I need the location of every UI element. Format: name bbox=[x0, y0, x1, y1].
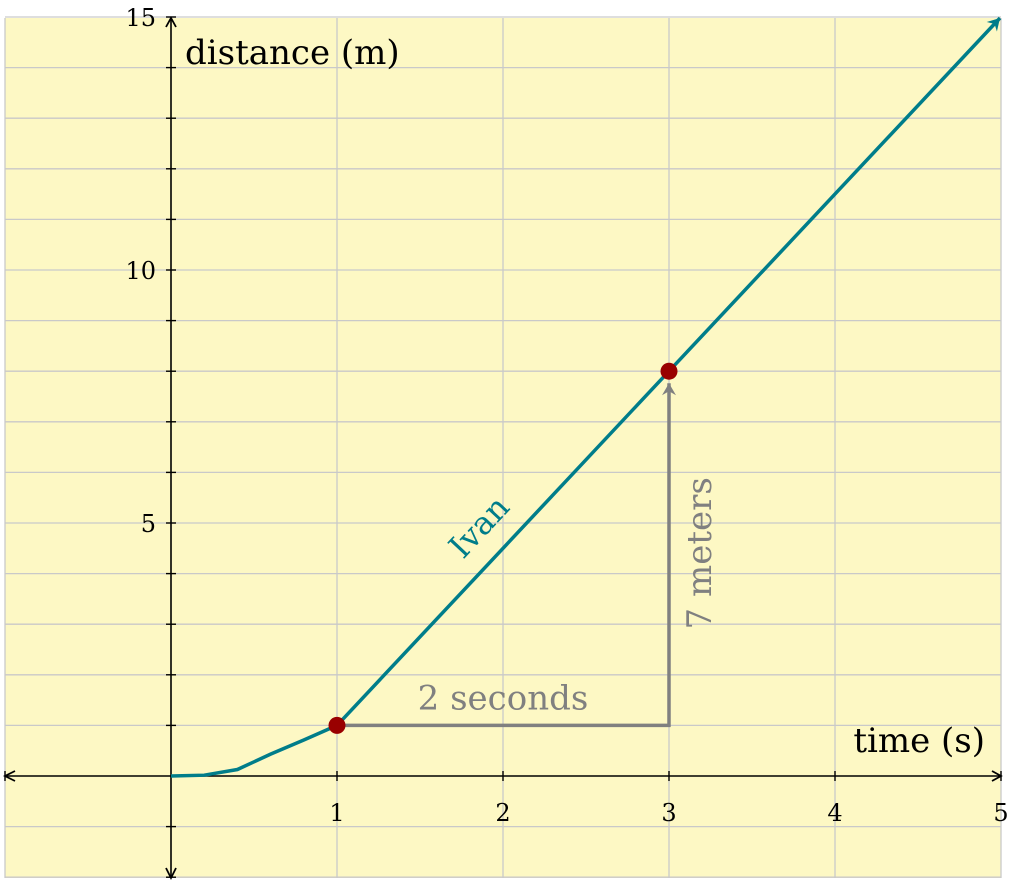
data-point bbox=[328, 716, 346, 734]
x-tick-label: 4 bbox=[827, 799, 842, 827]
y-tick-label: 15 bbox=[125, 4, 156, 32]
y-tick-label: 5 bbox=[141, 510, 156, 538]
y-axis-bottom-arrow bbox=[165, 867, 177, 881]
x-tick-label: 1 bbox=[329, 799, 344, 827]
data-point bbox=[660, 362, 678, 380]
y-axis-title: distance (m) bbox=[185, 33, 400, 73]
x-tick-label: 5 bbox=[993, 799, 1008, 827]
run-label: 2 seconds bbox=[418, 678, 589, 718]
axis-ticks bbox=[4, 16, 1002, 878]
x-tick-label: 2 bbox=[495, 799, 510, 827]
rise-label: 7 meters bbox=[680, 477, 720, 629]
x-tick-label: 3 bbox=[661, 799, 676, 827]
series-ivan-curve bbox=[170, 723, 338, 778]
x-axis-title: time (s) bbox=[853, 721, 985, 761]
y-tick-label: 10 bbox=[125, 257, 156, 285]
